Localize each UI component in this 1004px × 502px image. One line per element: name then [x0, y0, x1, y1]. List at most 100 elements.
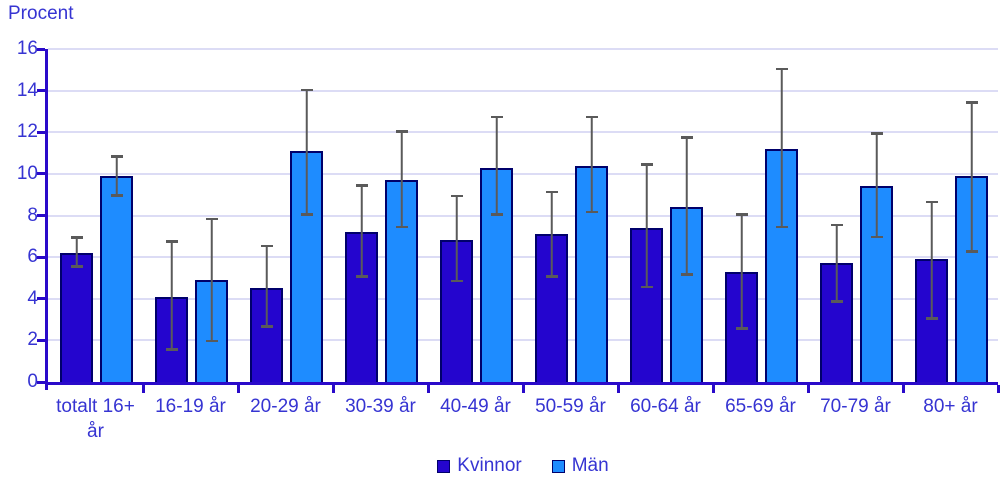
- errorbar-kvinnor-20-29-år: [260, 244, 273, 328]
- x-category-label-50-59-år: 50-59 år: [535, 396, 606, 417]
- errorbar-cap-top: [395, 130, 408, 133]
- gridline-4: [48, 297, 998, 300]
- errorbar-stem: [645, 163, 648, 289]
- errorbar-kvinnor-16-19-år: [165, 240, 178, 351]
- errorbar-kvinnor-65-69-år: [735, 213, 748, 330]
- y-axis-tick-labels: 0 2 4 6 8 10 12 14 16: [0, 38, 38, 392]
- legend-swatch-kvinnor: [437, 459, 451, 473]
- errorbar-m-n-30-39-år: [395, 130, 408, 228]
- errorbar-m-n-20-29-år: [300, 88, 313, 216]
- errorbar-cap-bottom: [965, 250, 978, 253]
- x-tick-mark-1: [141, 385, 145, 393]
- errorbar-cap-top: [490, 115, 503, 119]
- y-tick-mark-6: [37, 255, 45, 259]
- y-tick-mark-8: [37, 214, 45, 217]
- errorbar-cap-bottom: [450, 279, 463, 283]
- bar-m-n-totalt-16+-år: [100, 175, 133, 382]
- x-category-label-totalt-16+-år: totalt 16+ år: [56, 396, 135, 442]
- legend-swatch-m-n: [551, 459, 565, 473]
- y-tick-mark-14: [37, 89, 45, 93]
- errorbar-m-n-totalt-16+-år: [110, 155, 123, 197]
- errorbar-cap-bottom: [585, 210, 598, 214]
- x-category-label-16-19-år: 16-19 år: [155, 396, 226, 417]
- errorbar-kvinnor-30-39-år: [355, 184, 368, 278]
- errorbar-kvinnor-70-79-år: [830, 223, 843, 303]
- legend-item-kvinnor: Kvinnor: [437, 455, 522, 477]
- bar-kvinnor-40-49-år: [440, 240, 473, 382]
- errorbar-cap-bottom: [830, 300, 843, 303]
- x-tick-mark-2: [236, 385, 240, 393]
- x-tick-mark-7: [711, 385, 715, 393]
- errorbar-m-n-40-49-år: [490, 115, 503, 216]
- x-tick-mark-3: [331, 385, 335, 393]
- y-axis-line: [45, 49, 48, 390]
- errorbar-cap-top: [925, 200, 938, 204]
- errorbar-stem: [455, 194, 458, 283]
- errorbar-stem: [495, 115, 498, 216]
- errorbar-cap-bottom: [355, 275, 368, 278]
- errorbar-m-n-80+-år: [965, 101, 978, 253]
- errorbar-cap-bottom: [490, 213, 503, 216]
- bar-kvinnor-80+-år: [915, 259, 948, 382]
- errorbar-stem: [550, 190, 553, 278]
- x-category-label-20-29-år: 20-29 år: [250, 396, 321, 417]
- x-tick-mark-10: [996, 385, 1000, 393]
- legend: Kvinnor Män: [48, 452, 998, 480]
- y-tick-label-14: 14: [16, 79, 38, 101]
- y-tick-label-12: 12: [16, 121, 38, 143]
- y-tick-label-16: 16: [16, 38, 38, 59]
- errorbar-cap-bottom: [110, 194, 123, 197]
- x-category-label-65-69-år: 65-69 år: [725, 396, 796, 417]
- errorbar-cap-bottom: [870, 235, 883, 239]
- y-tick-mark-4: [37, 297, 45, 301]
- x-tick-mark-6: [616, 385, 620, 393]
- gridline-2: [48, 339, 998, 342]
- y-tick-mark-10: [37, 172, 45, 176]
- legend-label-m-n: Män: [571, 455, 609, 476]
- errorbar-m-n-70-79-år: [870, 132, 883, 239]
- errorbar-cap-top: [355, 184, 368, 187]
- gridline-6: [48, 256, 998, 259]
- errorbar-cap-top: [830, 223, 843, 227]
- errorbar-cap-top: [870, 132, 883, 135]
- errorbar-cap-top: [110, 155, 123, 158]
- errorbar-stem: [740, 213, 743, 330]
- errorbar-stem: [75, 236, 78, 268]
- errorbar-cap-bottom: [775, 225, 788, 228]
- x-category-label-80+-år: 80+ år: [923, 396, 978, 417]
- y-tick-mark-0: [37, 380, 45, 384]
- errorbar-cap-top: [300, 88, 313, 92]
- errorbar-cap-bottom: [925, 317, 938, 320]
- errorbar-cap-bottom: [545, 275, 558, 278]
- errorbar-cap-bottom: [735, 327, 748, 330]
- errorbar-cap-top: [70, 236, 83, 239]
- x-category-label-30-39-år: 30-39 år: [345, 396, 416, 417]
- errorbar-stem: [360, 184, 363, 278]
- legend-item-m-n: Män: [551, 455, 609, 477]
- gridline-16: [48, 48, 998, 50]
- errorbar-cap-bottom: [205, 339, 218, 343]
- errorbar-cap-bottom: [70, 265, 83, 268]
- x-axis-line: [45, 382, 998, 385]
- errorbar-cap-bottom: [395, 225, 408, 228]
- errorbar-kvinnor-totalt-16+-år: [70, 236, 83, 268]
- errorbar-kvinnor-50-59-år: [545, 190, 558, 278]
- errorbar-cap-top: [585, 115, 598, 119]
- bar-kvinnor-70-79-år: [820, 263, 853, 382]
- errorbar-cap-top: [735, 213, 748, 216]
- x-tick-mark-9: [901, 385, 905, 393]
- errorbar-stem: [170, 240, 173, 351]
- x-tick-mark-5: [521, 385, 525, 393]
- y-axis-unit-label: Procent: [8, 3, 74, 24]
- errorbar-cap-top: [640, 163, 653, 166]
- x-axis-category-labels: totalt 16+ år 16-19 år 20-29 år 30-39 år 40-…: [48, 394, 998, 446]
- x-category-label-40-49-år: 40-49 år: [440, 396, 511, 417]
- x-tick-mark-4: [426, 385, 430, 393]
- errorbar-cap-bottom: [680, 273, 693, 276]
- errorbar-kvinnor-60-64-år: [640, 163, 653, 289]
- plot-area: [37, 47, 1000, 393]
- errorbar-m-n-50-59-år: [585, 115, 598, 214]
- errorbar-cap-top: [260, 244, 273, 248]
- errorbar-cap-bottom: [640, 285, 653, 289]
